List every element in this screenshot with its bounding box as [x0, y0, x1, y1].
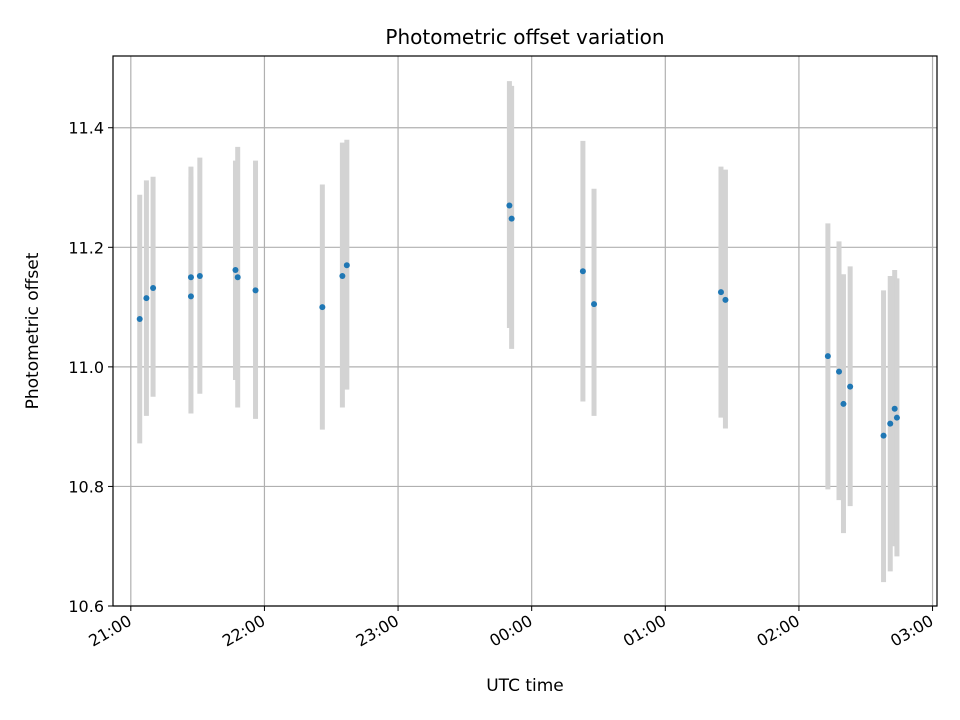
data-point [150, 284, 157, 291]
data-point [187, 293, 194, 300]
data-point [234, 274, 241, 281]
data-point [847, 383, 854, 390]
data-point [196, 273, 203, 279]
data-point [893, 414, 900, 421]
data-point [143, 295, 150, 302]
data-point [824, 353, 831, 360]
data-point [506, 202, 513, 209]
data-point [508, 215, 515, 222]
data-point [880, 432, 887, 439]
data-point [136, 316, 143, 323]
data-point [319, 304, 326, 311]
y-tick-label: 10.8 [68, 477, 104, 496]
data-point [591, 301, 598, 308]
data-points [136, 202, 900, 439]
data-point [840, 400, 847, 407]
data-point [579, 268, 586, 275]
y-tick-label: 11.0 [68, 358, 104, 377]
x-axis-title: UTC time [486, 676, 564, 696]
y-axis-title: Photometric offset [23, 252, 43, 409]
y-tick-label: 10.6 [68, 597, 104, 616]
data-point [252, 287, 259, 294]
chart-title: Photometric offset variation [385, 25, 664, 49]
data-point [187, 274, 194, 281]
data-point [891, 405, 898, 412]
data-point [887, 420, 894, 427]
plot-frame [112, 55, 938, 607]
y-tick-label: 11.2 [68, 238, 104, 257]
data-point [343, 262, 350, 269]
data-point [836, 368, 843, 375]
data-point [717, 289, 724, 296]
data-point [339, 273, 346, 279]
y-tick-label: 11.4 [68, 119, 104, 138]
data-point [722, 296, 729, 303]
data-point [232, 267, 239, 274]
